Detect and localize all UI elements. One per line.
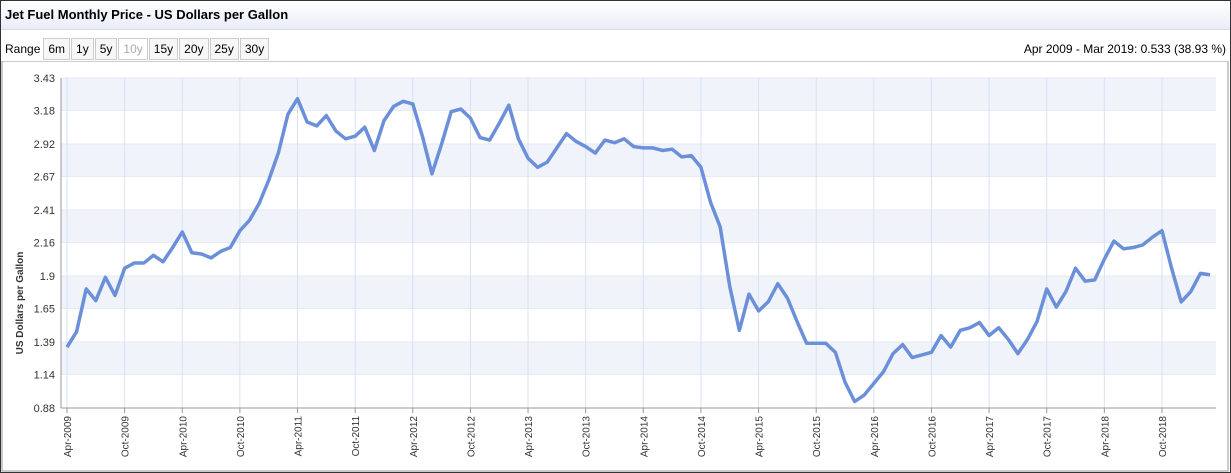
y-tick-label: 1.65 bbox=[34, 303, 55, 315]
x-tick-label: Oct-2010 bbox=[236, 416, 247, 458]
x-tick-label: Apr-2011 bbox=[294, 416, 305, 457]
x-tick-label: Apr-2016 bbox=[870, 416, 881, 458]
range-button[interactable]: 10y bbox=[118, 38, 148, 60]
range-button[interactable]: 5y bbox=[94, 38, 118, 60]
grid-band bbox=[61, 342, 1216, 375]
x-tick-label: Oct-2015 bbox=[812, 416, 823, 458]
range-label: Range bbox=[5, 42, 41, 56]
y-axis-title: US Dollars per Gallon bbox=[15, 252, 26, 355]
summary: Apr 2009 - Mar 2019: 0.533 (38.93 %) bbox=[1023, 42, 1226, 56]
x-tick-label: Apr-2009 bbox=[63, 416, 74, 458]
y-tick-label: 1.9 bbox=[40, 271, 55, 283]
x-tick-label: Oct-2013 bbox=[582, 416, 593, 458]
range-button[interactable]: 30y bbox=[239, 38, 270, 60]
grid-band bbox=[61, 78, 1216, 111]
x-tick-label: Apr-2014 bbox=[639, 416, 650, 458]
x-tick-label: Oct-2014 bbox=[697, 416, 708, 458]
y-tick-label: 2.67 bbox=[34, 171, 55, 183]
y-tick-label: 2.92 bbox=[34, 139, 55, 151]
y-tick-label: 2.16 bbox=[34, 237, 55, 249]
range-button[interactable]: 20y bbox=[179, 38, 209, 60]
x-tick-label: Oct-2017 bbox=[1043, 416, 1054, 458]
x-tick-label: Apr-2012 bbox=[409, 416, 420, 458]
chart-frame bbox=[1, 61, 1229, 472]
range-button[interactable]: 25y bbox=[209, 38, 239, 60]
range-button[interactable]: 6m bbox=[43, 38, 71, 60]
x-tick-label: Oct-2016 bbox=[927, 416, 938, 458]
x-tick-label: Oct-2012 bbox=[466, 416, 477, 458]
x-tick-label: Oct-2009 bbox=[121, 416, 132, 458]
x-tick-label: Oct-2018 bbox=[1158, 416, 1169, 458]
grid-band bbox=[61, 144, 1216, 177]
y-tick-label: 1.39 bbox=[34, 337, 55, 349]
x-tick-label: Apr-2010 bbox=[178, 416, 189, 458]
y-tick-label: 0.88 bbox=[34, 403, 55, 415]
x-tick-label: Apr-2013 bbox=[524, 416, 535, 458]
y-tick-label: 3.43 bbox=[34, 73, 55, 85]
range-button[interactable]: 1y bbox=[71, 38, 94, 60]
title: Jet Fuel Monthly Price - US Dollars per … bbox=[1, 1, 1230, 30]
x-tick-label: Apr-2017 bbox=[985, 416, 996, 458]
range-button[interactable]: 15y bbox=[148, 38, 179, 60]
grid-band bbox=[61, 276, 1216, 309]
x-tick-label: Apr-2015 bbox=[755, 416, 766, 458]
y-tick-label: 2.41 bbox=[34, 205, 55, 217]
y-tick-label: 1.14 bbox=[34, 369, 55, 381]
chart: US Dollars per Gallon 0.88 1.14 1.39 1.65 1.… bbox=[1, 61, 1229, 472]
x-tick-label: Apr-2018 bbox=[1100, 416, 1111, 458]
price-line bbox=[65, 96, 1211, 404]
toolbar: Range 6m 1y 5y 10y 15y 20y 25y 30y Apr 2009 - M… bbox=[5, 38, 1226, 60]
y-tick-label: 3.18 bbox=[34, 105, 55, 117]
x-tick-label: Oct-2011 bbox=[351, 416, 362, 457]
